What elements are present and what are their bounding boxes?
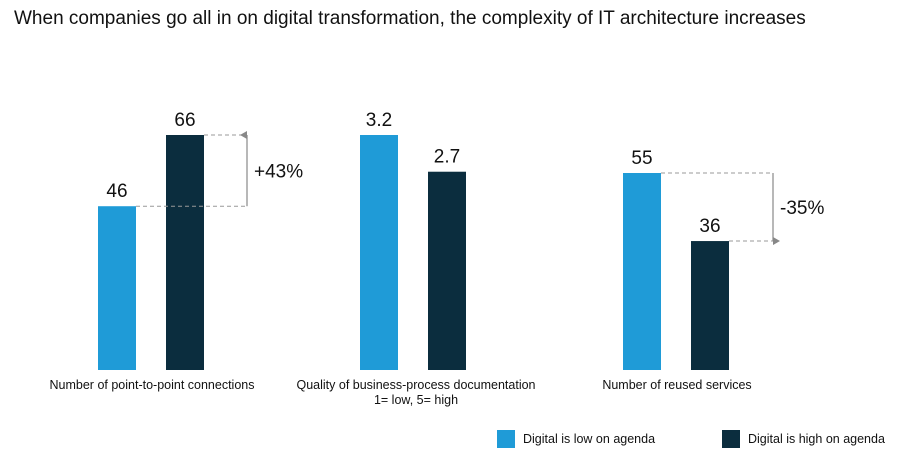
bar-high xyxy=(691,241,729,370)
legend-label: Digital is high on agenda xyxy=(748,432,885,446)
category-label: Number of point-to-point connections xyxy=(49,378,255,392)
value-label: 55 xyxy=(631,148,652,169)
legend-swatch xyxy=(497,430,515,448)
category-label: Quality of business-process documentatio… xyxy=(296,378,535,408)
value-label: 2.7 xyxy=(434,147,460,168)
category-sublabel: 1= low, 5= high xyxy=(373,393,459,407)
bar-high xyxy=(428,171,466,370)
legend-item-low: Digital is low on agenda xyxy=(497,430,655,448)
change-label: -35% xyxy=(780,198,824,219)
category-label-main: Quality of business-process documentatio… xyxy=(296,378,536,392)
change-label: +43% xyxy=(254,162,303,183)
chart-title: When companies go all in on digital tran… xyxy=(14,8,806,29)
bar-low xyxy=(623,173,661,370)
value-label: 66 xyxy=(174,110,195,131)
category-label: Number of reused services xyxy=(602,378,752,392)
bar-high xyxy=(166,135,204,370)
legend-swatch xyxy=(722,430,740,448)
bar-low xyxy=(98,206,136,370)
value-label: 3.2 xyxy=(366,110,392,131)
value-label: 46 xyxy=(106,181,127,202)
legend-label: Digital is low on agenda xyxy=(523,432,656,446)
bar-low xyxy=(360,135,398,370)
legend-item-high: Digital is high on agenda xyxy=(722,430,885,448)
value-label: 36 xyxy=(699,216,720,237)
